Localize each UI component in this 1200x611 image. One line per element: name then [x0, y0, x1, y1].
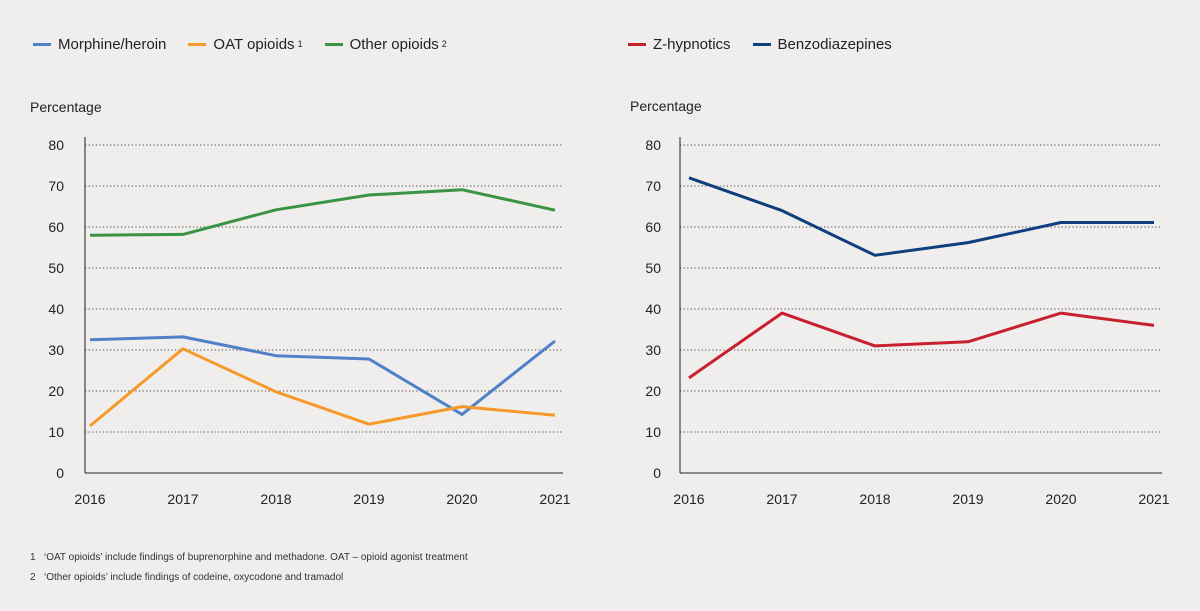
chart-2-ytick-60: 60 [645, 219, 661, 235]
chart-2-xtick-2019: 2019 [952, 491, 983, 507]
chart-2-ytick-50: 50 [645, 260, 661, 276]
legend-item-morphine-heroin: Morphine/heroin [33, 36, 166, 53]
legend-footnote-marker-2: 2 [441, 39, 447, 49]
chart-2-xtick-2018: 2018 [859, 491, 890, 507]
chart-1-ylabel: Percentage [30, 99, 102, 115]
legend-label-z-hypnotics: Z-hypnotics [653, 35, 731, 53]
legend-swatch-oat-opioids [188, 42, 207, 46]
chart-1-ytick-50: 50 [48, 260, 64, 276]
charts-canvas: Percentage 0 10 20 30 40 50 60 70 80 2016 2017 2018 2… [30, 98, 1170, 507]
footnote-1-text: ‘OAT opioids’ include findings of bupren… [44, 552, 468, 563]
series-line-benzodiazepines [688, 176, 1154, 257]
chart-1-xtick-2017: 2017 [167, 491, 198, 507]
chart-1-ytick-0: 0 [56, 465, 64, 481]
legend-left: Morphine/heroin OAT opioids 1 Other opio… [33, 34, 469, 54]
legend-footnote-marker-1: 1 [297, 39, 303, 49]
chart-2-ytick-0: 0 [653, 465, 661, 481]
series-line-z-hypnotics [688, 311, 1155, 380]
chart-2-ytick-40: 40 [645, 301, 661, 317]
chart-2-ytick-10: 10 [645, 424, 661, 440]
footnote-2-text: ‘Other opioids’ include findings of code… [44, 572, 344, 583]
chart-1-xtick-2021: 2021 [539, 491, 570, 507]
footnote-1: 1 ‘OAT opioids’ include findings of bupre… [30, 552, 468, 563]
chart-1-xtick-2018: 2018 [260, 491, 291, 507]
chart-2-xtick-2017: 2017 [766, 491, 797, 507]
chart-1-ytick-20: 20 [48, 383, 64, 399]
chart-2-ytick-80: 80 [645, 137, 661, 153]
legend-swatch-z-hypnotics [628, 42, 646, 46]
chart-2-ytick-70: 70 [645, 178, 661, 194]
legend-label-other-opioids: Other opioids [349, 35, 439, 53]
chart-1-xtick-2019: 2019 [353, 491, 384, 507]
legend-item-benzodiazepines: Benzodiazepines [752, 35, 892, 53]
chart-1-xtick-2016: 2016 [74, 491, 105, 507]
chart-1-ytick-30: 30 [48, 342, 64, 358]
chart-1-ytick-10: 10 [48, 424, 64, 440]
chart-2-xtick-2021: 2021 [1138, 491, 1169, 507]
legend-item-oat-opioids: OAT opioids 1 [188, 35, 303, 53]
footnotes: 1 ‘OAT opioids’ include findings of bupre… [30, 552, 468, 592]
chart-2-ytick-20: 20 [645, 383, 661, 399]
chart-1-xtick-2020: 2020 [446, 491, 477, 507]
series-line-other-opioids [89, 188, 556, 237]
legend-swatch-benzodiazepines [752, 42, 771, 46]
series-line-oat-opioids [89, 347, 556, 428]
legend-item-z-hypnotics: Z-hypnotics [628, 36, 731, 53]
legend-right: Z-hypnotics Benzodiazepines [628, 34, 914, 54]
chart-1-ytick-60: 60 [48, 219, 64, 235]
chart-1-ytick-70: 70 [48, 178, 64, 194]
chart-2-ylabel: Percentage [630, 98, 702, 114]
chart-1-ytick-80: 80 [48, 137, 64, 153]
chart-1-ytick-40: 40 [48, 301, 64, 317]
footnote-2: 2 ‘Other opioids’ include findings of cod… [30, 572, 468, 583]
chart-2-xtick-2016: 2016 [673, 491, 704, 507]
legend-item-other-opioids: Other opioids 2 [324, 35, 447, 53]
legend-swatch-other-opioids [324, 42, 343, 46]
chart-2-xtick-2020: 2020 [1045, 491, 1076, 507]
footnote-2-number: 2 [30, 572, 36, 583]
legend-label-morphine-heroin: Morphine/heroin [58, 35, 167, 53]
legend-label-oat-opioids: OAT opioids [213, 35, 295, 53]
chart-2-ytick-30: 30 [645, 342, 661, 358]
footnote-1-number: 1 [30, 552, 36, 563]
series-line-morphine-heroin [89, 335, 556, 416]
legend-label-benzodiazepines: Benzodiazepines [777, 35, 892, 53]
legend-swatch-morphine-heroin [33, 42, 51, 46]
